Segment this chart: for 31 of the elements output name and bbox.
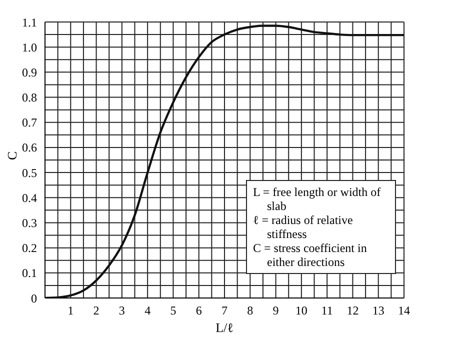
- x-tick-label: 8: [247, 304, 254, 318]
- x-tick-label: 7: [222, 304, 228, 318]
- x-tick-label: 1: [68, 304, 74, 318]
- y-tick-label: 0.1: [22, 266, 37, 280]
- annotation: ℓ = radius of relative stiffness: [253, 213, 354, 241]
- x-tick-label: 10: [295, 304, 308, 318]
- x-tick-label: 14: [398, 304, 410, 318]
- y-tick-label: 0.2: [22, 241, 37, 256]
- x-tick-label: 6: [196, 304, 202, 318]
- x-tick-label: 9: [272, 304, 279, 318]
- x-tick-label: 3: [118, 304, 125, 318]
- y-axis-title: C: [4, 151, 20, 160]
- y-tick-label: 0.3: [22, 216, 37, 230]
- annotation: C = stress coefficient in either directions: [253, 241, 368, 269]
- y-tick-label: 0.6: [22, 140, 37, 155]
- y-tick-label: 1.1: [22, 15, 37, 30]
- x-tick-label: 11: [321, 304, 333, 318]
- x-tick-label: 2: [93, 304, 100, 318]
- y-tick-label: 1.0: [22, 40, 37, 54]
- y-tick-label: 0.9: [22, 65, 37, 80]
- x-tick-label: 13: [372, 304, 384, 318]
- y-tick-label: 0.8: [22, 90, 37, 105]
- x-tick-label: 12: [346, 304, 359, 318]
- x-tick-label: 4: [144, 304, 151, 318]
- x-tick-label: 5: [170, 304, 176, 318]
- x-axis-title: L/ℓ: [216, 320, 234, 335]
- y-tick-label: 0.5: [22, 166, 37, 180]
- y-tick-label: 0: [31, 291, 37, 306]
- y-tick-label: 0.4: [22, 190, 37, 205]
- y-tick-label: 0.7: [22, 116, 37, 130]
- line-series: [45, 24, 404, 298]
